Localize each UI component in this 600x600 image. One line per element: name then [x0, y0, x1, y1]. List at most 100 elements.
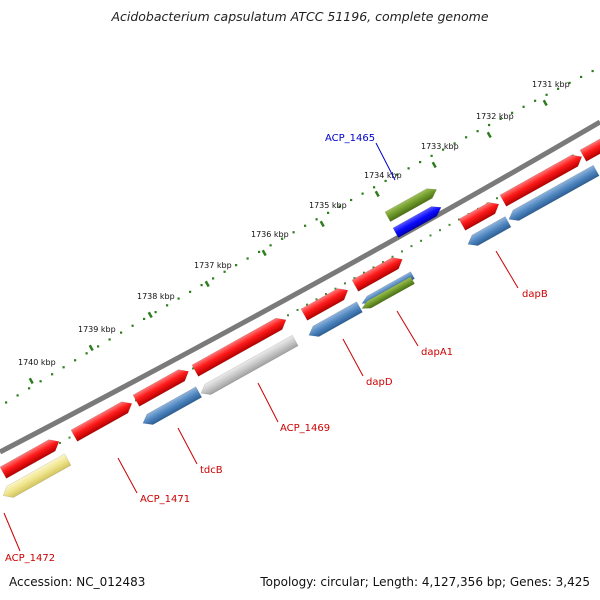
tick-dot [373, 186, 376, 189]
tick-dot [51, 373, 54, 376]
tick-label: 1736 kbp [251, 230, 289, 239]
strand-dot [372, 266, 375, 269]
strand-dot [410, 245, 413, 248]
gene-arrow-olive [361, 276, 415, 309]
tick-dot [488, 123, 491, 127]
gene-arrow-red [70, 401, 133, 442]
gene-arrow-red [300, 288, 349, 321]
tick-dot [465, 136, 468, 139]
strand-dot [306, 303, 308, 306]
tick-dot [200, 284, 203, 287]
tick-dot [212, 277, 215, 280]
strand-dot [382, 261, 384, 264]
label-leader-line [117, 457, 138, 494]
strand-dot [315, 298, 318, 301]
gene-arrow-red [132, 369, 189, 407]
tick-dot [557, 87, 560, 90]
gene-label: ACP_1469 [280, 423, 330, 434]
strand-dot [59, 441, 61, 444]
tick-dot [522, 105, 525, 108]
tick-dot [235, 264, 238, 267]
tick-dot [74, 359, 77, 362]
tick-dot [327, 211, 330, 214]
tick-dot [384, 179, 387, 183]
tick-dot [350, 198, 353, 202]
tick-dot [85, 352, 88, 355]
major-tick [28, 377, 34, 385]
strand-dot [192, 367, 194, 370]
gene-arrow-steel [467, 216, 512, 246]
gene-arrow-red [191, 317, 287, 377]
tick-dot [120, 331, 123, 334]
label-leader-line [342, 338, 364, 377]
tick-dot [338, 205, 341, 208]
strand-dot [439, 229, 441, 232]
tick-dot [442, 148, 445, 151]
tick-dot [16, 394, 19, 397]
strand-dot [401, 250, 403, 253]
strand-dot [363, 271, 365, 274]
strand-dot [420, 239, 422, 242]
gene-label: ACP_1472 [5, 553, 55, 564]
tick-dot [39, 380, 42, 383]
tick-label: 1735 kbp [309, 201, 347, 210]
tick-dot [154, 311, 157, 314]
label-leader-line [177, 427, 198, 465]
tick-label: 1734 kbp [364, 171, 402, 180]
tick-dot [476, 130, 479, 133]
tick-dot [292, 231, 295, 234]
tick-label: 1731 kbp [532, 80, 570, 89]
gene-arrow-red [579, 134, 600, 162]
tick-dot [28, 387, 31, 390]
gene-labels: ACP_1465 dapB dapA1 dapD ACP_1469 tdcB ACP_147… [3, 133, 548, 564]
gene-arrow-red [499, 154, 583, 207]
strand-dot [391, 255, 394, 258]
strand-dot [448, 223, 451, 226]
gene-label: dapD [366, 377, 393, 388]
tick-dot [5, 401, 8, 404]
tick-dot [499, 117, 502, 121]
tick-dot [419, 160, 422, 164]
accession-text: Accession: NC_012483 [9, 575, 146, 589]
tick-dot [62, 366, 65, 369]
tick-dot [511, 111, 514, 114]
label-leader-line [3, 512, 21, 552]
gene-arrow-red [0, 439, 60, 479]
strand-dot [287, 314, 289, 317]
tick-label: 1738 kbp [137, 292, 175, 301]
tick-label: 1733 kbp [421, 142, 459, 151]
tick-dot [258, 250, 261, 254]
strand-dot [68, 436, 71, 439]
label-leader-line [495, 250, 519, 289]
position-tick-track: 1740 kbp 1739 kbp 1738 kbp 1737 kbp 1736 kbp… [5, 69, 594, 455]
gene-arrow-blue [392, 206, 442, 239]
tick-dot [396, 173, 399, 176]
tick-dot [407, 167, 410, 170]
strand-dot [496, 197, 498, 200]
tick-label: 1739 kbp [78, 325, 116, 334]
strand-dot [429, 234, 432, 237]
major-tick [431, 161, 437, 169]
tick-dot [545, 93, 548, 96]
strand-dot [334, 287, 337, 290]
label-leader-line [375, 142, 396, 181]
major-tick [319, 220, 325, 228]
tick-dot [223, 270, 226, 273]
genome-summary-text: Topology: circular; Length: 4,127,356 bp… [260, 575, 590, 589]
strand-dot [353, 277, 356, 280]
tick-dot [97, 345, 100, 348]
tick-dot [189, 290, 192, 293]
strand-dot [344, 282, 346, 285]
major-tick [88, 344, 94, 352]
gene-label: ACP_1465 [325, 133, 375, 144]
gene-features [0, 134, 600, 498]
gene-arrow-olive [384, 188, 438, 223]
gene-label: ACP_1471 [140, 494, 190, 505]
tick-dot [580, 75, 583, 79]
gene-arrow-red [351, 257, 403, 292]
tick-label: 1732 kbp [476, 112, 514, 121]
tick-dot [430, 154, 433, 157]
tick-dot [534, 99, 537, 102]
gene-arrow-steel [308, 301, 363, 337]
